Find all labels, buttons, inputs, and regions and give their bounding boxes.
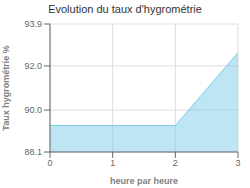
svg-text:Taux hygrométrie %: Taux hygrométrie %	[8, 45, 11, 130]
svg-text:88.1: 88.1	[24, 147, 42, 157]
svg-text:90.0: 90.0	[24, 105, 42, 115]
svg-text:3: 3	[235, 158, 240, 168]
svg-text:93.9: 93.9	[24, 19, 42, 29]
svg-text:0: 0	[47, 158, 52, 168]
svg-text:92.0: 92.0	[24, 61, 42, 71]
html-text:Evolution du taux d'hygrométri: Evolution du taux d'hygrométrie	[48, 3, 202, 15]
svg-text:2: 2	[173, 158, 178, 168]
svg-text:heure par heure: heure par heure	[110, 176, 178, 186]
svg-text:1: 1	[110, 158, 115, 168]
